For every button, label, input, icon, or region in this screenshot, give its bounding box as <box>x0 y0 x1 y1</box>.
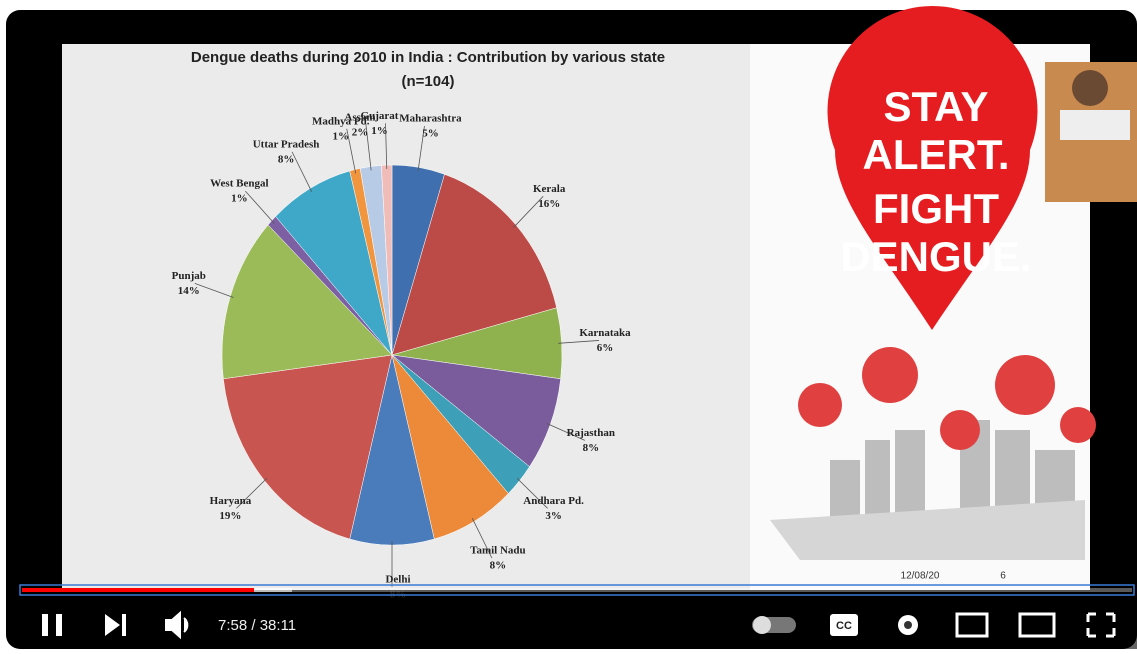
slice-value-label: 8% <box>583 442 600 454</box>
slice-value-label: 6% <box>597 342 614 354</box>
slice-label: Kerala <box>533 183 566 195</box>
leader-line <box>471 517 493 559</box>
leader-line <box>365 124 372 171</box>
leader-line <box>194 282 234 298</box>
slice-value-label: 2% <box>352 127 369 139</box>
slice-value-label: 5% <box>422 128 439 140</box>
leader-line <box>346 128 357 174</box>
slice-value-label: 1% <box>231 193 248 205</box>
cc-label: CC <box>836 620 852 632</box>
slice-label: Punjab <box>172 270 206 282</box>
slice-label: Uttar Pradesh <box>253 138 320 150</box>
city-illustration <box>770 347 1096 560</box>
poster-text: DENGUE. <box>840 233 1031 280</box>
slice-label: Haryana <box>210 495 252 507</box>
controls-bar <box>20 600 1137 649</box>
slice-label: Madhya Pd. <box>312 115 370 127</box>
slice-value-label: 3% <box>545 510 562 522</box>
leader-line <box>245 190 275 224</box>
slice-label: Andhara Pd. <box>523 495 584 507</box>
volume-button[interactable] <box>165 610 189 640</box>
cc-button[interactable] <box>830 614 858 636</box>
slice-value-label: 8% <box>278 153 295 165</box>
poster-drop <box>827 6 1038 470</box>
slice-label: Gujarat <box>361 110 399 122</box>
poster-text: ALERT. <box>863 131 1010 178</box>
slice-label: Rajasthan <box>567 427 615 439</box>
miniplayer-button[interactable] <box>955 612 989 638</box>
leader-line <box>236 477 268 509</box>
slice-label: Assam <box>344 112 375 124</box>
autoplay-knob <box>753 616 771 634</box>
leader-line <box>546 423 585 441</box>
poster-text: FIGHT <box>873 185 999 232</box>
pie-chart: Maharashtra 5% Kerala 16% Karnataka 6% Rajasth… <box>172 110 632 600</box>
pause-button[interactable] <box>42 614 62 636</box>
slice-label: West Bengal <box>210 178 268 190</box>
chart-subtitle: (n=104) <box>402 73 455 90</box>
slice-value-label: 8% <box>490 560 507 572</box>
slice-label: Maharashtra <box>399 113 462 125</box>
leader-line <box>417 125 425 172</box>
slide-date: 12/08/20 <box>901 571 940 582</box>
settings-hole <box>904 621 912 629</box>
theater-button[interactable] <box>1018 612 1056 638</box>
leader-line <box>513 196 544 228</box>
slice-value-label: 1% <box>333 130 350 142</box>
poster-text: STAY <box>883 83 988 130</box>
progress-played <box>22 588 254 592</box>
leader-line <box>558 340 600 344</box>
leader-line <box>385 123 388 169</box>
fullscreen-button[interactable] <box>1086 612 1116 638</box>
progress-focus <box>19 584 1135 596</box>
slice-label: Karnataka <box>579 327 631 339</box>
slice-value-label: 16% <box>538 198 560 210</box>
slice-label: Tamil Nadu <box>470 545 526 557</box>
next-button[interactable] <box>105 614 126 636</box>
time-display: 7:58 / 38:11 <box>218 617 296 634</box>
slice-value-label: 14% <box>178 285 200 297</box>
presenter-shirt <box>1060 110 1130 140</box>
presenter-head <box>1072 70 1108 106</box>
slice-value-label: 1% <box>371 125 388 137</box>
slide-number: 6 <box>1000 571 1006 582</box>
leader-line <box>291 151 313 193</box>
progress-track[interactable] <box>22 588 1132 592</box>
slice-label: Delhi <box>385 573 410 585</box>
chart-title: Dengue deaths during 2010 in India : Con… <box>191 49 665 66</box>
leader-line <box>516 477 548 509</box>
slice-value-label: 19% <box>219 510 241 522</box>
